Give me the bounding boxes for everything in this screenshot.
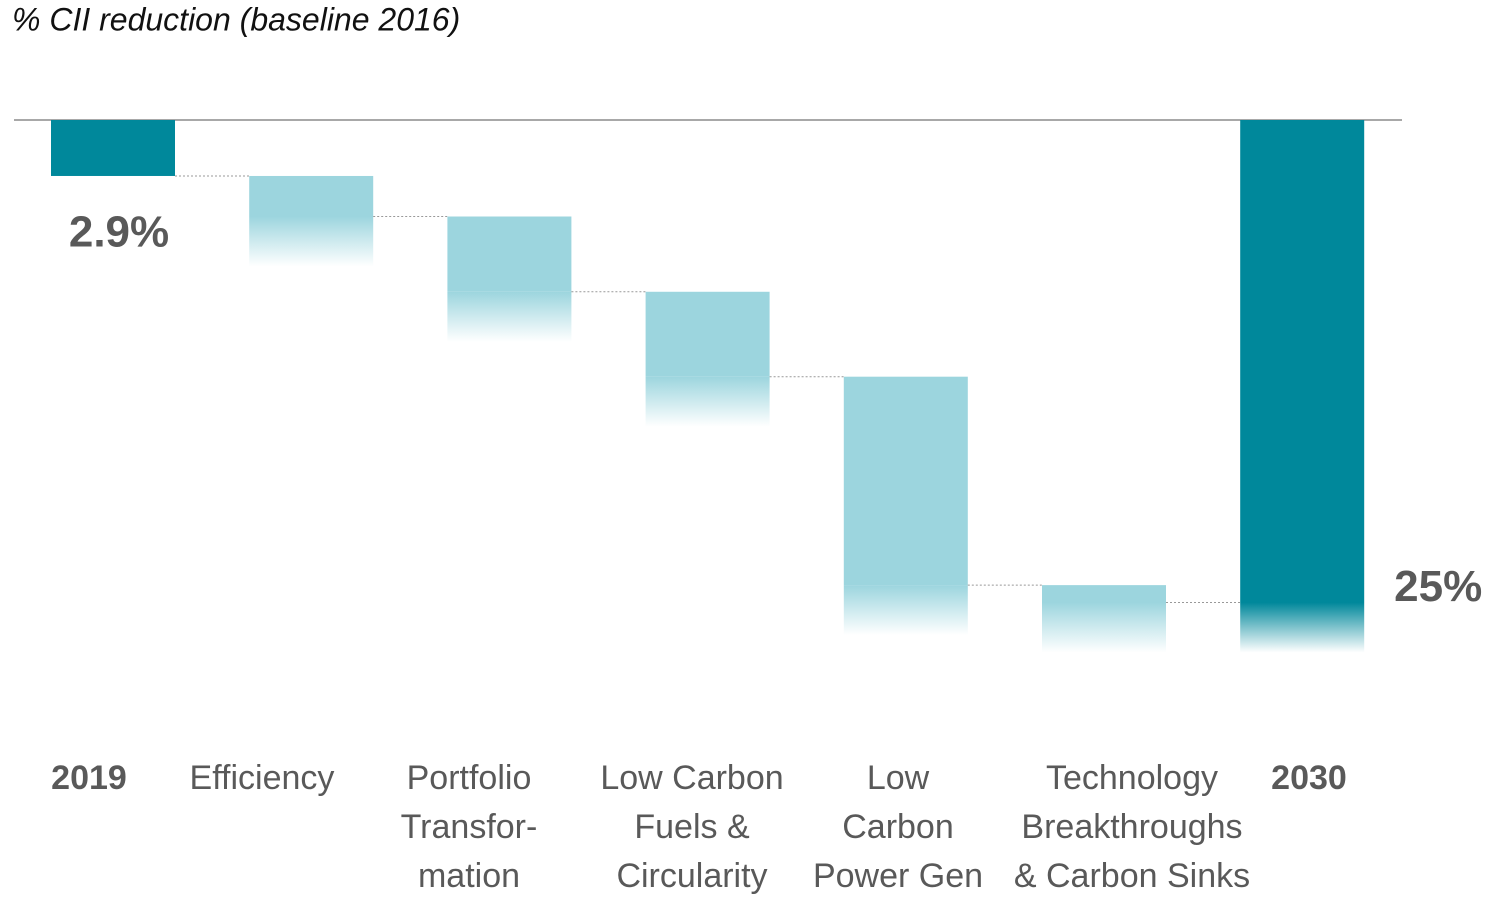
bar-fade <box>447 291 572 342</box>
bar <box>447 216 572 292</box>
bar <box>843 376 968 586</box>
bar <box>645 291 770 377</box>
data-label: 2.9% <box>69 208 169 257</box>
x-tick-label: Technology <box>1046 759 1218 797</box>
x-tick-label: Circularity <box>616 857 767 895</box>
x-tick-label: Low Carbon <box>600 759 783 797</box>
x-tick-label: & Carbon Sinks <box>1014 857 1250 895</box>
chart-title: % CII reduction (baseline 2016) <box>12 1 460 37</box>
bar <box>1042 585 1166 603</box>
bar-fade <box>1240 602 1365 653</box>
x-tick-label: Fuels & <box>634 808 750 846</box>
x-tick-label: Low <box>867 759 930 797</box>
x-tick-label: mation <box>418 857 520 895</box>
bar <box>249 175 374 217</box>
x-tick-label: Breakthroughs <box>1021 808 1242 846</box>
bar <box>1240 120 1365 603</box>
x-tick-label: Power Gen <box>813 857 983 895</box>
bar-fade <box>1042 602 1166 653</box>
x-tick-label: Carbon <box>842 808 954 846</box>
x-tick-label: Transfor- <box>401 808 538 846</box>
bar-fade <box>843 585 968 636</box>
x-tick-label: Efficiency <box>190 759 335 797</box>
bar-fade <box>249 216 374 267</box>
x-tick-label: Portfolio <box>407 759 532 797</box>
bar-fade <box>645 376 770 427</box>
data-label: 25% <box>1394 562 1482 611</box>
x-tick-label: 2030 <box>1271 759 1347 797</box>
x-tick-label: 2019 <box>51 759 127 797</box>
bar <box>51 120 175 176</box>
